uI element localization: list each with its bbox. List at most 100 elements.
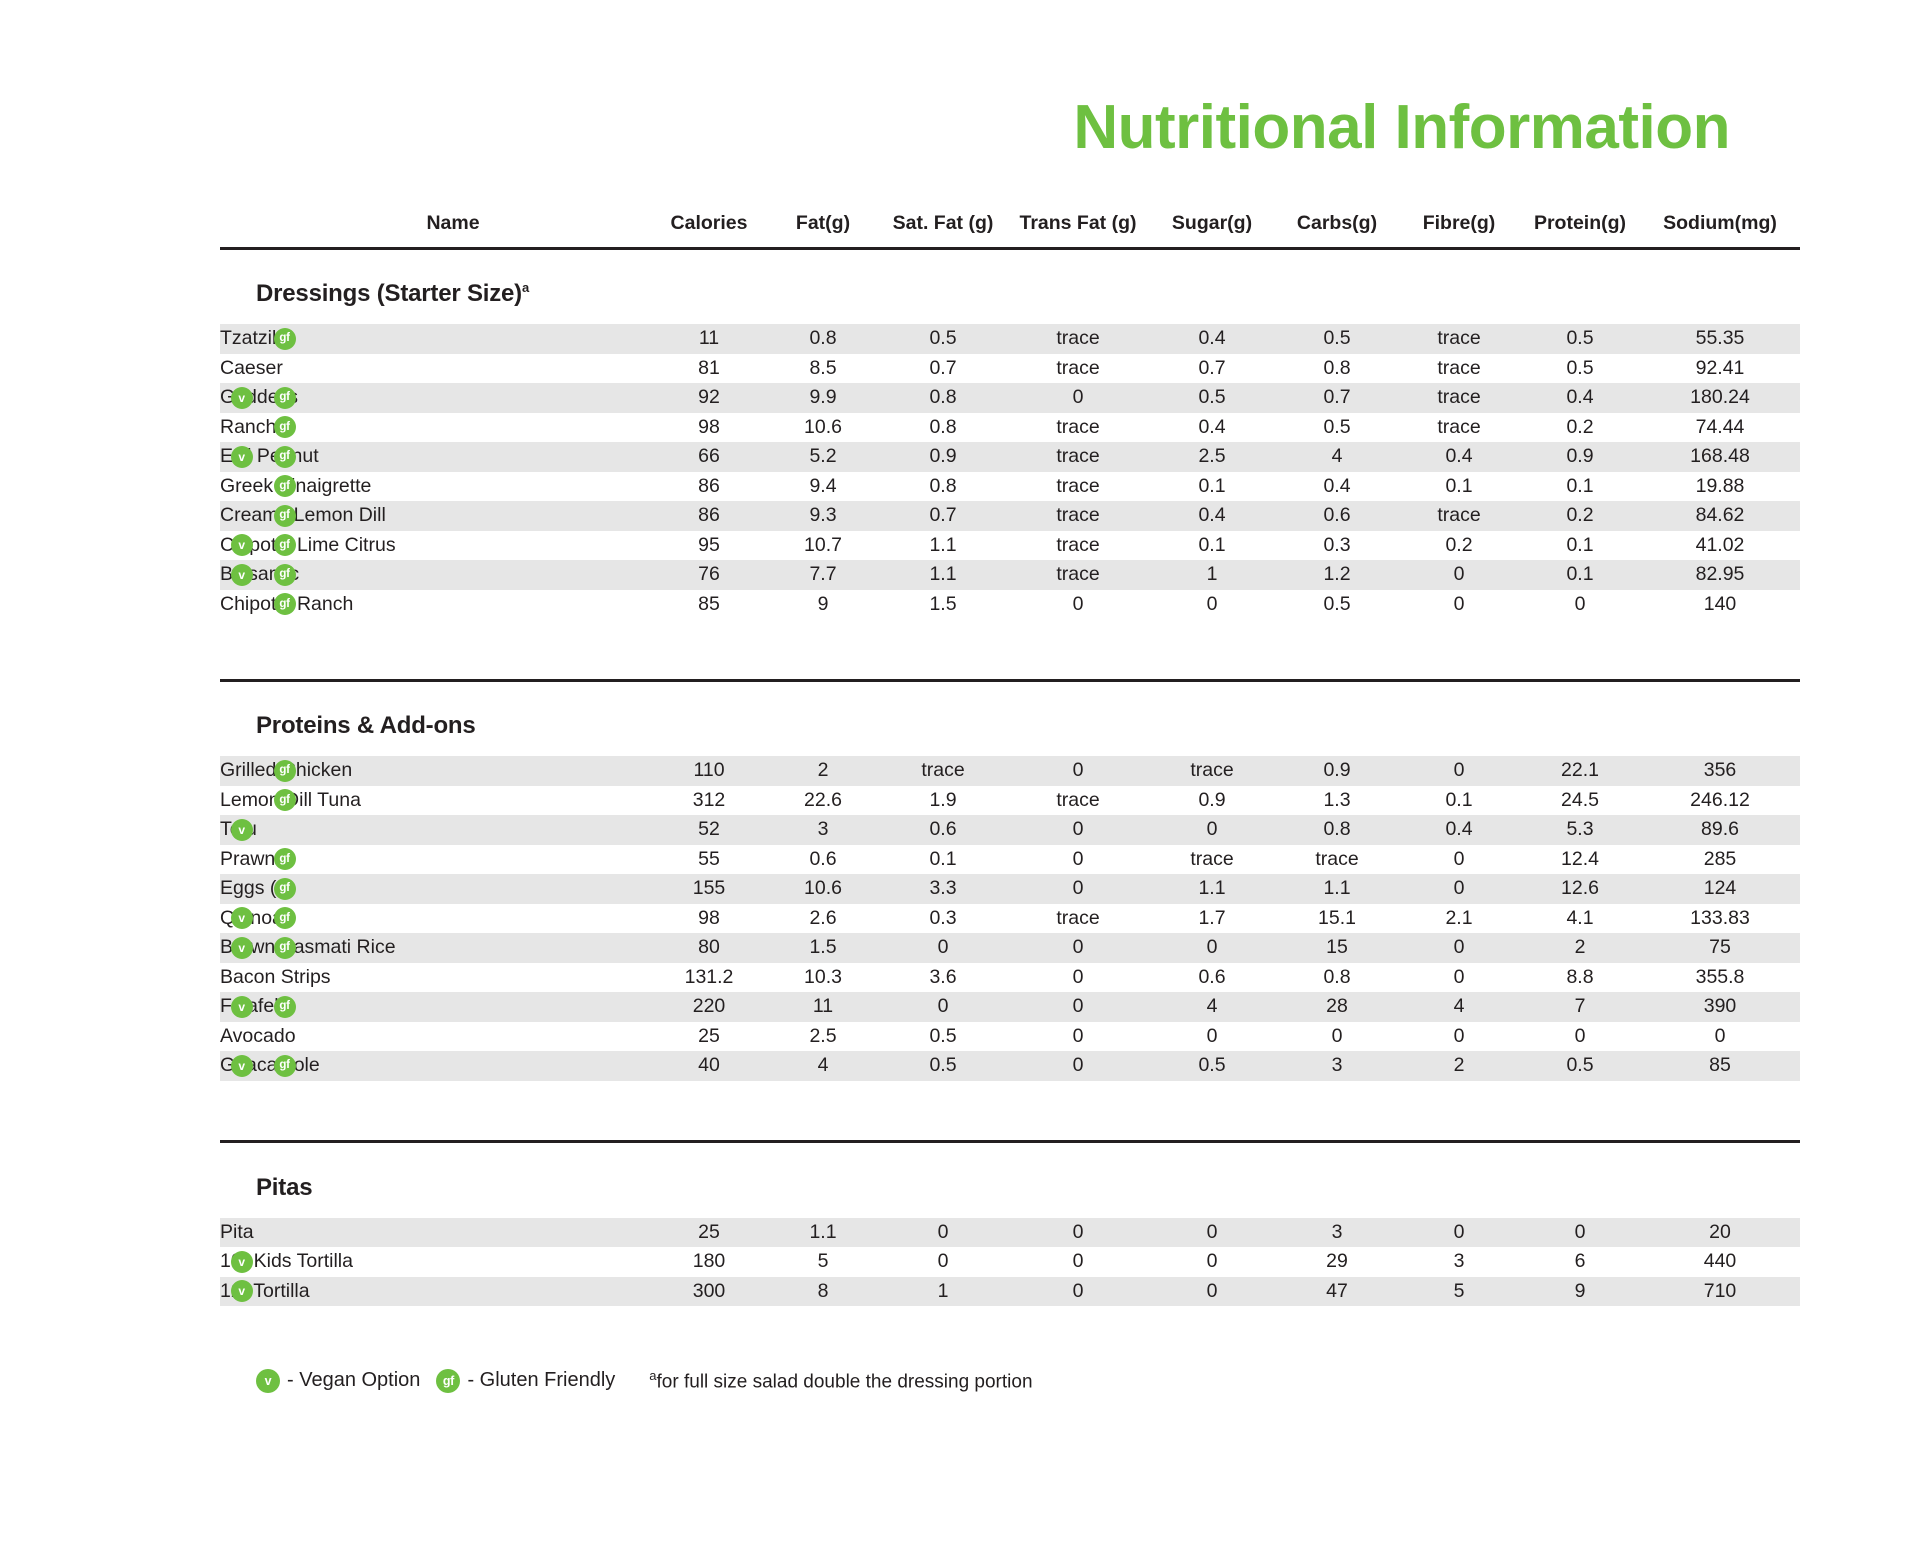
diet-badges: v gf xyxy=(220,445,306,468)
cell-item-name: Goddess v gf xyxy=(220,383,650,413)
gluten-friendly-badge-slot: gf xyxy=(263,416,306,439)
gluten-friendly-badge-slot: gf xyxy=(263,759,306,782)
cell-fat-g: 8 xyxy=(768,1276,878,1307)
cell-fat-g: 9.4 xyxy=(809,474,837,497)
cell-fat-g: 2.6 xyxy=(809,906,837,929)
cell-sugar-g: 0.4 xyxy=(1198,415,1226,438)
cell-item-name: Creamy Lemon Dill gf xyxy=(220,501,650,531)
vegan-icon: v xyxy=(230,818,253,841)
cell-sugar-g: 1.1 xyxy=(1148,874,1276,904)
cell-sugar-g: 0 xyxy=(1206,592,1218,615)
diet-badges: gf xyxy=(220,327,306,350)
cell-fibre-g: 2.1 xyxy=(1445,906,1473,929)
cell-sodium-mg: 75 xyxy=(1640,933,1800,963)
cell-protein-g: 5.3 xyxy=(1520,815,1640,845)
vegan-icon: v xyxy=(230,907,253,930)
vegan-badge-slot: v xyxy=(220,936,263,959)
cell-fibre-g: 0.1 xyxy=(1445,788,1473,811)
cell-calories: 76 xyxy=(650,560,768,590)
cell-item-name: Quinoavgf xyxy=(220,904,650,934)
diet-badges: gf xyxy=(220,789,306,812)
cell-protein-g: 12.4 xyxy=(1561,847,1599,870)
cell-carbs-g: 15 xyxy=(1276,933,1398,963)
cell-carbs-g: 0.8 xyxy=(1323,356,1351,379)
legend-gf-text: - Gluten Friendly xyxy=(467,1369,616,1392)
cell-fat-g: 9.9 xyxy=(768,383,878,413)
cell-sat-fat-g: 3.3 xyxy=(878,874,1008,904)
cell-protein-g: 0.1 xyxy=(1520,560,1640,590)
cell-sodium-mg: 84.62 xyxy=(1640,501,1800,531)
cell-sat-fat-g: 1.1 xyxy=(878,560,1008,590)
section-title-footnote-marker: a xyxy=(521,280,529,296)
vegan-badge-slot: v xyxy=(220,818,263,841)
diet-badges: v gf xyxy=(220,907,306,930)
cell-protein-g: 0 xyxy=(1520,1217,1640,1248)
table-row: 10” Kids Tortilla v 180 5 0 0 0 29 3 6 440 xyxy=(220,1247,1800,1277)
cell-sodium-mg: 355.8 xyxy=(1695,965,1745,988)
spacer xyxy=(220,248,1800,274)
cell-sodium-mg: 390 xyxy=(1640,992,1800,1022)
table-row: 12” Tortilla v 300 8 1 0 0 47 5 9 710 xyxy=(220,1276,1800,1307)
cell-trans-fat-g: 0 xyxy=(1008,1276,1148,1307)
cell-sat-fat-g: 0.5 xyxy=(929,1024,957,1047)
gluten-friendly-icon: gf xyxy=(273,534,296,557)
cell-protein-g: 7 xyxy=(1520,992,1640,1022)
cell-sat-fat-g: 0.6 xyxy=(878,815,1008,845)
table-header-row: Name Calories Fat(g) Sat. Fat (g) Trans … xyxy=(220,212,1800,245)
cell-carbs-g: 1.1 xyxy=(1276,874,1398,904)
cell-sugar-g: 0 xyxy=(1148,1276,1276,1307)
table-row: Avocado 25 2.5 0.5 0 0 0 0 0 0 xyxy=(220,1022,1800,1052)
cell-protein-g: 0.2 xyxy=(1520,501,1640,531)
vegan-badge-slot: v xyxy=(220,1280,263,1303)
gluten-friendly-icon: gf xyxy=(273,386,296,409)
table-row: Lemon Dill Tuna gf 312 22.6 1.9 trace 0.9 1.3 0.… xyxy=(220,786,1800,816)
cell-sat-fat-g: 0.7 xyxy=(878,501,1008,531)
page-title: Nutritional Information xyxy=(1073,93,1730,162)
table-row: Greek Vinaigrette gf 86 9.4 0.8 trace 0.1 0.4 0.… xyxy=(220,472,1800,502)
cell-fat-g: 0.8 xyxy=(768,324,878,354)
cell-calories: 86 xyxy=(698,474,720,497)
cell-sugar-g: 0.5 xyxy=(1148,383,1276,413)
cell-trans-fat-g: trace xyxy=(1008,324,1148,354)
cell-trans-fat-g: trace xyxy=(1008,442,1148,472)
gluten-friendly-badge-slot: gf xyxy=(263,445,306,468)
cell-calories: 81 xyxy=(698,356,720,379)
section-title-text: Dressings (Starter Size)a xyxy=(256,280,529,308)
cell-protein-g: 4.1 xyxy=(1566,906,1594,929)
spacer xyxy=(220,1142,1800,1168)
cell-fibre-g: 0 xyxy=(1398,1217,1520,1248)
cell-carbs-g: 28 xyxy=(1276,992,1398,1022)
table-row: Bacon Strips 131.2 10.3 3.6 0 0.6 0.8 0 8.8 355.8 xyxy=(220,963,1800,993)
gluten-friendly-icon: gf xyxy=(273,593,296,616)
diet-badges: gf xyxy=(220,416,306,439)
vegan-icon: v xyxy=(230,445,253,468)
vegan-badge-slot: v xyxy=(220,995,263,1018)
cell-sodium-mg: 133.83 xyxy=(1690,906,1750,929)
cell-carbs-g: 4 xyxy=(1276,442,1398,472)
table-row: Brown Basmati Rice v gf 80 1.5 0 0 0 15 0 2 75 xyxy=(220,933,1800,963)
cell-protein-g: 0.2 xyxy=(1566,415,1594,438)
cell-item-name: 10” Kids Tortilla v xyxy=(220,1250,353,1273)
cell-sodium-mg: 19.88 xyxy=(1695,474,1745,497)
cell-sodium-mg: 180.24 xyxy=(1640,383,1800,413)
cell-sat-fat-g: 1.1 xyxy=(929,533,957,556)
cell-trans-fat-g: 0 xyxy=(1008,1217,1148,1248)
cell-fat-g: 22.6 xyxy=(804,788,842,811)
cell-fibre-g: trace xyxy=(1437,415,1481,438)
cell-sodium-mg: 85 xyxy=(1640,1051,1800,1081)
cell-fat-g: 10.3 xyxy=(804,965,842,988)
diet-badges: gf xyxy=(220,848,306,871)
cell-sugar-g: 0 xyxy=(1206,1024,1218,1047)
cell-carbs-g: 0.6 xyxy=(1276,501,1398,531)
cell-item-name: Guacamole v gf xyxy=(220,1051,650,1081)
cell-protein-g: 12.6 xyxy=(1520,874,1640,904)
cell-carbs-g: 0.4 xyxy=(1323,474,1351,497)
cell-fibre-g: 5 xyxy=(1398,1276,1520,1307)
gluten-friendly-badge-slot: gf xyxy=(263,386,306,409)
cell-sugar-g: 1.7 xyxy=(1198,906,1226,929)
cell-trans-fat-g: trace xyxy=(1056,356,1100,379)
cell-trans-fat-g: trace xyxy=(1008,501,1148,531)
cell-calories: 98 xyxy=(698,906,720,929)
diet-badges: gf xyxy=(220,475,306,498)
